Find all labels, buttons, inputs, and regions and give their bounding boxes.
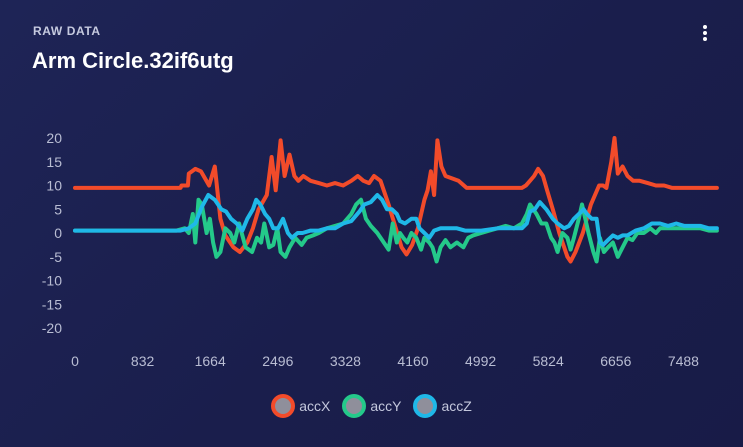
y-tick-label: -15 xyxy=(42,296,62,312)
legend-label: accX xyxy=(299,398,331,414)
x-tick-label: 3328 xyxy=(330,353,361,369)
more-vertical-icon[interactable] xyxy=(695,22,715,44)
legend-label: accY xyxy=(370,398,402,414)
y-tick-label: 20 xyxy=(46,130,62,146)
x-tick-label: 7488 xyxy=(668,353,699,369)
chart-legend: accX accY accZ xyxy=(0,392,743,420)
x-tick-label: 5824 xyxy=(533,353,564,369)
line-chart: 20 15 10 5 0 -5 -10 -15 -20 0 832 1664 2496 3328 4160… xyxy=(42,130,719,369)
menu-dot xyxy=(703,31,707,35)
x-tick-label: 2496 xyxy=(262,353,293,369)
x-tick-label: 1664 xyxy=(195,353,226,369)
series-lines xyxy=(73,136,719,264)
y-tick-label: 5 xyxy=(54,201,62,217)
x-tick-label: 0 xyxy=(71,353,79,369)
legend-item-accZ[interactable]: accZ xyxy=(413,394,472,418)
series-line-accY xyxy=(73,197,719,264)
x-axis: 0 832 1664 2496 3328 4160 4992 5824 6656 7488 xyxy=(71,353,699,369)
y-tick-label: 10 xyxy=(46,178,62,194)
series-line-accX xyxy=(73,136,719,264)
x-tick-label: 4160 xyxy=(397,353,428,369)
x-tick-label: 832 xyxy=(131,353,155,369)
y-tick-label: -20 xyxy=(42,320,62,336)
y-tick-label: -5 xyxy=(50,249,63,265)
x-tick-label: 4992 xyxy=(465,353,496,369)
card-title: Arm Circle.32if6utg xyxy=(32,48,234,73)
legend-item-accX[interactable]: accX xyxy=(271,394,330,418)
card-overline: RAW DATA xyxy=(33,24,101,38)
legend-swatch-icon xyxy=(342,394,367,418)
y-tick-label: 15 xyxy=(46,154,62,170)
y-tick-label: 0 xyxy=(54,225,62,241)
legend-item-accY[interactable]: accY xyxy=(342,394,401,418)
legend-swatch-icon xyxy=(271,394,296,418)
legend-label: accZ xyxy=(441,398,472,414)
menu-dot xyxy=(703,37,707,41)
x-tick-label: 6656 xyxy=(600,353,631,369)
legend-swatch-icon xyxy=(413,394,438,418)
series-line-accZ xyxy=(73,193,719,247)
y-tick-label: -10 xyxy=(42,273,62,289)
y-axis: 20 15 10 5 0 -5 -10 -15 -20 xyxy=(42,130,62,336)
menu-dot xyxy=(703,25,707,29)
